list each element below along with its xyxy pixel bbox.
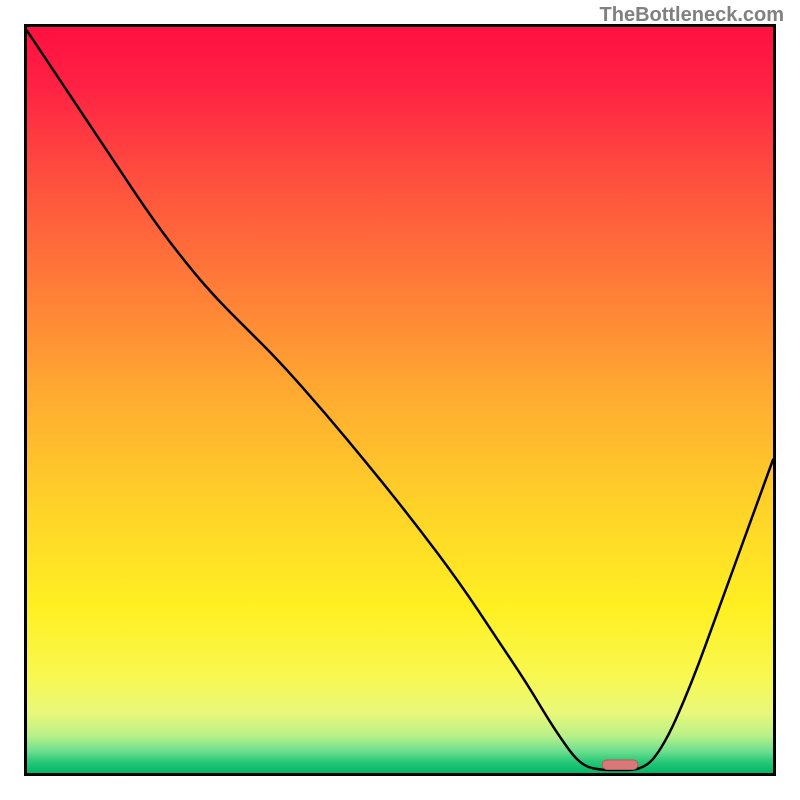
bottleneck-chart [24,24,776,776]
chart-svg [24,24,776,776]
chart-background [27,27,773,773]
watermark-text: TheBottleneck.com [600,4,784,27]
optimal-marker [602,760,638,770]
